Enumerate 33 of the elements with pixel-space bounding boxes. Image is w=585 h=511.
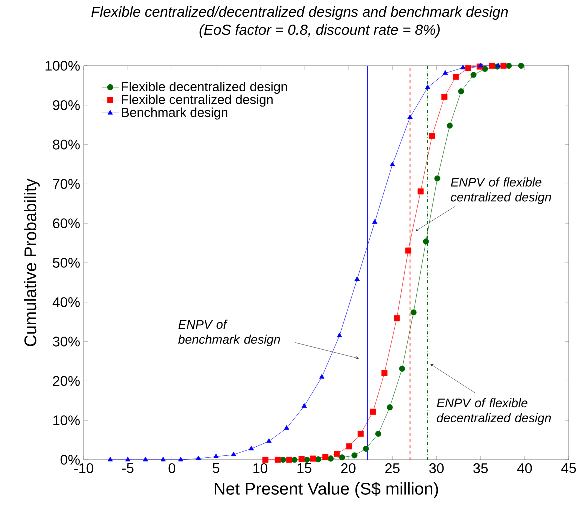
x-tick-label: 15 [298,464,312,474]
annotation: ENPV of benchmark design [178,320,280,346]
chart-title: Flexible centralized/decentralized designs and benchmark design [92,6,508,20]
x-tick-label: 20 [341,464,356,474]
annotation: ENPV of flexible centralized design [451,178,552,204]
x-tick-label: 40 [517,464,532,474]
y-tick-label: 20% [53,376,80,386]
y-tick-label: 70% [53,179,80,190]
y-tick-label: 30% [53,336,80,347]
y-tick-label: 60% [53,218,80,229]
y-tick-label: 0% [60,455,80,465]
x-tick-label: 45 [562,464,576,474]
legend-label: Benchmark design [122,108,228,120]
x-tick-label: 0 [168,464,176,474]
x-tick-label: 30 [430,464,444,474]
y-tick-label: 40% [52,297,80,308]
y-axis-title: Cumulative Probability [24,178,40,346]
y-tick-label: 50% [53,258,80,268]
x-axis-title: Net Present Value (S$ million) [215,482,438,498]
chart-subtitle: (EoS factor = 0.8, discount rate = 8%) [200,24,440,38]
x-tick-label: 25 [386,464,400,474]
y-tick-label: 10% [54,416,80,426]
x-tick-label: 35 [474,464,488,474]
x-tick-label: 5 [212,464,220,474]
x-tick-label: -10 [74,464,94,474]
x-tick-label: -5 [122,464,134,474]
x-tick-label: 10 [254,464,268,474]
annotation: ENPV of flexible decentralized design [437,398,552,425]
y-tick-label: 100% [46,61,80,71]
legend-label: Flexible centralized design [122,94,273,107]
y-tick-label: 80% [53,140,80,150]
legend-label: Flexible decentralized design [122,82,288,94]
y-tick-label: 90% [53,100,80,110]
